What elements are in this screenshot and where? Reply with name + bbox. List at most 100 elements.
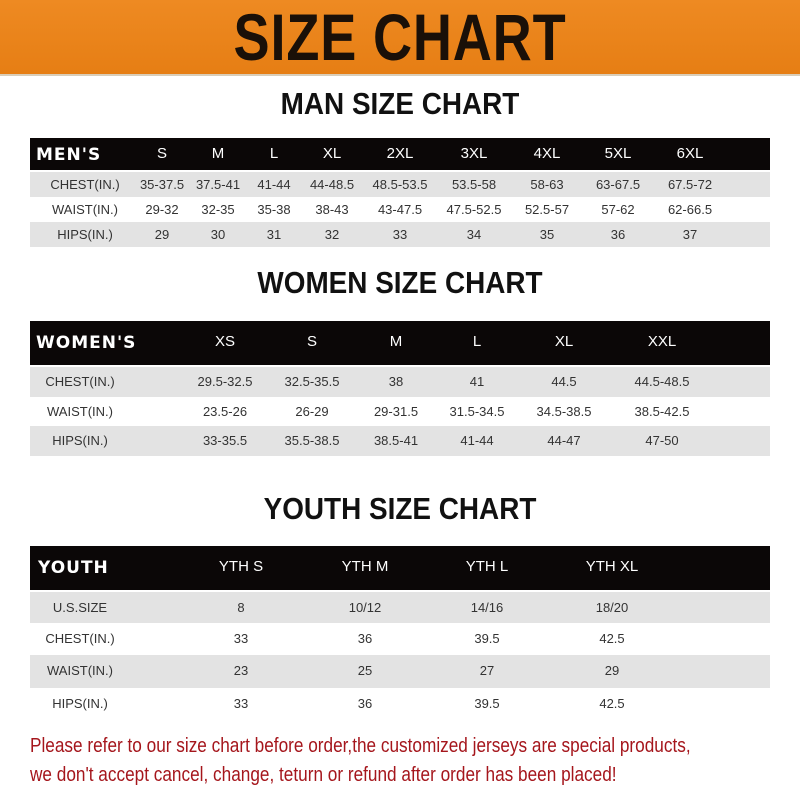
women-size-table: WOMEN'S XS S M L XL XXL CHEST(IN.) 29.5-32.5 32.5… xyxy=(30,321,770,456)
banner-title: SIZE CHART xyxy=(233,0,567,74)
header-label: WOMEN'S xyxy=(36,333,137,353)
measurement-value: 27 xyxy=(479,663,495,678)
measurement-value: 25 xyxy=(357,663,373,678)
size-header: XL xyxy=(322,145,342,162)
measurement-value: 38 xyxy=(388,374,404,389)
measurement-value: 32-35 xyxy=(201,202,235,217)
notice-line-2: we don't accept cancel, change, teturn o… xyxy=(30,764,617,786)
measurement-value: 38-43 xyxy=(315,202,349,217)
table-header-row: YOUTH YTH S YTH M YTH L YTH XL xyxy=(30,546,770,590)
banner: SIZE CHART xyxy=(0,0,800,76)
measurement-value: 58-63 xyxy=(530,177,564,192)
measurement-value: 30 xyxy=(210,227,226,242)
size-header: YTH XL xyxy=(585,558,639,575)
size-header: L xyxy=(269,145,279,162)
measurement-value: 29.5-32.5 xyxy=(197,374,253,389)
size-header: 5XL xyxy=(604,145,632,162)
measurement-value: 41 xyxy=(469,374,485,389)
measurement-value: 57-62 xyxy=(601,202,635,217)
size-header: 2XL xyxy=(386,145,414,162)
measurement-value: 62-66.5 xyxy=(667,202,713,217)
measurement-value: 38.5-42.5 xyxy=(634,404,690,419)
measurement-value: 43-47.5 xyxy=(377,202,423,217)
measurement-value: 37 xyxy=(682,227,698,242)
measurement-label: U.S.SIZE xyxy=(52,600,108,615)
table-row: WAIST(IN.) 29-32 32-35 35-38 38-43 43-47.5 47.… xyxy=(30,197,770,222)
measurement-value: 38.5-41 xyxy=(373,433,419,448)
youth-section-title: YOUTH SIZE CHART xyxy=(263,491,537,526)
measurement-value: 63-67.5 xyxy=(595,177,641,192)
table-row: WAIST(IN.) 23.5-26 26-29 29-31.5 31.5-34.5 34… xyxy=(30,397,770,426)
measurement-value: 34 xyxy=(466,227,482,242)
measurement-value: 35.5-38.5 xyxy=(284,433,340,448)
measurement-value: 23 xyxy=(233,663,249,678)
size-header: XL xyxy=(554,333,574,350)
measurement-label: CHEST(IN.) xyxy=(45,374,115,389)
measurement-label: HIPS(IN.) xyxy=(52,433,108,448)
measurement-value: 36 xyxy=(357,631,373,646)
size-header: XS xyxy=(214,333,236,350)
measurement-value: 52.5-57 xyxy=(524,202,570,217)
size-header: YTH S xyxy=(218,558,264,575)
measurement-label: WAIST(IN.) xyxy=(47,663,113,678)
table-row: WAIST(IN.) 23 25 27 29 xyxy=(30,655,770,688)
measurement-value: 44-47 xyxy=(547,433,581,448)
measurement-value: 39.5 xyxy=(474,631,500,646)
size-header: M xyxy=(211,145,225,162)
measurement-value: 67.5-72 xyxy=(667,177,713,192)
measurement-label: WAIST(IN.) xyxy=(52,202,118,217)
men-size-table: MEN'S S M L XL 2XL 3XL 4XL 5XL 6XL CHEST(IN.) 35-37… xyxy=(30,138,770,247)
measurement-value: 35-38 xyxy=(257,202,291,217)
measurement-value: 41-44 xyxy=(460,433,494,448)
measurement-label: CHEST(IN.) xyxy=(50,177,120,192)
measurement-value: 35-37.5 xyxy=(139,177,185,192)
measurement-value: 44-48.5 xyxy=(309,177,355,192)
table-row: HIPS(IN.) 33 36 39.5 42.5 xyxy=(30,688,770,720)
measurement-value: 53.5-58 xyxy=(451,177,497,192)
size-header: YTH M xyxy=(341,558,389,575)
measurement-value: 33-35.5 xyxy=(202,433,248,448)
measurement-value: 36 xyxy=(357,696,373,711)
measurement-value: 31.5-34.5 xyxy=(449,404,505,419)
notice-line-1: Please refer to our size chart before or… xyxy=(30,735,691,757)
header-label: MEN'S xyxy=(36,145,102,165)
size-header: S xyxy=(306,333,318,350)
measurement-value: 29-31.5 xyxy=(373,404,419,419)
measurement-value: 34.5-38.5 xyxy=(536,404,592,419)
measurement-value: 29 xyxy=(604,663,620,678)
measurement-value: 23.5-26 xyxy=(202,404,248,419)
table-row: HIPS(IN.) 33-35.5 35.5-38.5 38.5-41 41-44 44-… xyxy=(30,426,770,456)
measurement-value: 35 xyxy=(539,227,555,242)
measurement-value: 33 xyxy=(392,227,408,242)
measurement-value: 18/20 xyxy=(595,600,629,615)
size-header: 3XL xyxy=(460,145,488,162)
measurement-label: WAIST(IN.) xyxy=(47,404,113,419)
measurement-value: 41-44 xyxy=(257,177,291,192)
size-header: 4XL xyxy=(533,145,561,162)
measurement-value: 42.5 xyxy=(599,631,625,646)
men-section-title: MAN SIZE CHART xyxy=(280,86,520,121)
measurement-value: 14/16 xyxy=(470,600,504,615)
size-header: YTH L xyxy=(465,558,509,575)
table-header-row: WOMEN'S XS S M L XL XXL xyxy=(30,321,770,365)
size-header: M xyxy=(389,333,403,350)
measurement-value: 32 xyxy=(324,227,340,242)
measurement-value: 8 xyxy=(237,600,245,615)
size-header: 6XL xyxy=(676,145,704,162)
measurement-value: 10/12 xyxy=(348,600,382,615)
measurement-value: 47.5-52.5 xyxy=(446,202,502,217)
measurement-value: 29-32 xyxy=(145,202,179,217)
size-header: XXL xyxy=(647,333,677,350)
youth-size-table: YOUTH YTH S YTH M YTH L YTH XL U.S.SIZE 8 10/12… xyxy=(30,546,770,720)
measurement-label: HIPS(IN.) xyxy=(57,227,113,242)
women-section-title: WOMEN SIZE CHART xyxy=(257,265,543,300)
measurement-value: 31 xyxy=(266,227,282,242)
measurement-value: 26-29 xyxy=(295,404,329,419)
measurement-label: CHEST(IN.) xyxy=(45,631,115,646)
size-header: L xyxy=(472,333,482,350)
measurement-value: 44.5 xyxy=(551,374,577,389)
measurement-value: 37.5-41 xyxy=(195,177,241,192)
size-header: S xyxy=(156,145,168,162)
measurement-value: 42.5 xyxy=(599,696,625,711)
measurement-value: 36 xyxy=(610,227,626,242)
